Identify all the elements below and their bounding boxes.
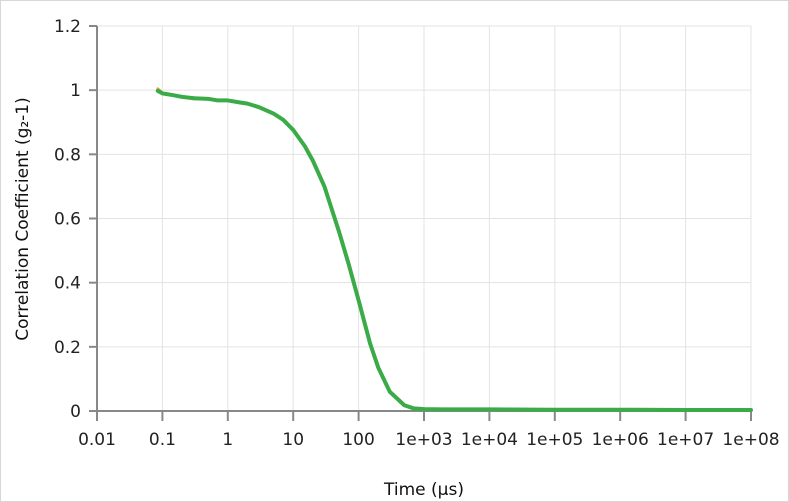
labels-layer: 0.01 0.1 1 10 100 1e+03 1e+04 1e+05 1e+06 1e+07 1e… bbox=[54, 17, 780, 450]
x-tick-label: 1e+03 bbox=[395, 430, 452, 450]
y-tick-label: 0 bbox=[70, 402, 81, 422]
x-tick-label: 1 bbox=[222, 430, 233, 450]
x-tick-label: 1e+08 bbox=[722, 430, 779, 450]
y-tick-label: 0.2 bbox=[54, 338, 81, 358]
x-tick-label: 0.01 bbox=[78, 430, 116, 450]
y-tick-label: 1 bbox=[70, 81, 81, 101]
y-tick-label: 0.4 bbox=[54, 274, 81, 294]
y-tick-label: 0.6 bbox=[54, 210, 81, 230]
series-layer bbox=[155, 87, 753, 413]
x-tick-label: 10 bbox=[282, 430, 304, 450]
y-tick-label: 1.2 bbox=[54, 17, 81, 37]
x-tick-label: 100 bbox=[342, 430, 374, 450]
x-tick-label: 1e+04 bbox=[461, 430, 518, 450]
series-line-1 bbox=[156, 87, 753, 412]
grid-layer bbox=[97, 25, 752, 411]
axes-layer bbox=[89, 25, 752, 421]
x-tick-label: 1e+06 bbox=[592, 430, 649, 450]
x-tick-label: 0.1 bbox=[149, 430, 176, 450]
y-axis-title: Correlation Coefficient (g₂-1) bbox=[13, 97, 33, 341]
series-line-2 bbox=[156, 90, 753, 412]
x-tick-label: 1e+07 bbox=[657, 430, 714, 450]
x-axis-title: Time (µs) bbox=[383, 480, 464, 500]
y-tick-label: 0.8 bbox=[54, 145, 81, 165]
series-line-3 bbox=[155, 88, 753, 413]
x-tick-label: 1e+05 bbox=[526, 430, 583, 450]
